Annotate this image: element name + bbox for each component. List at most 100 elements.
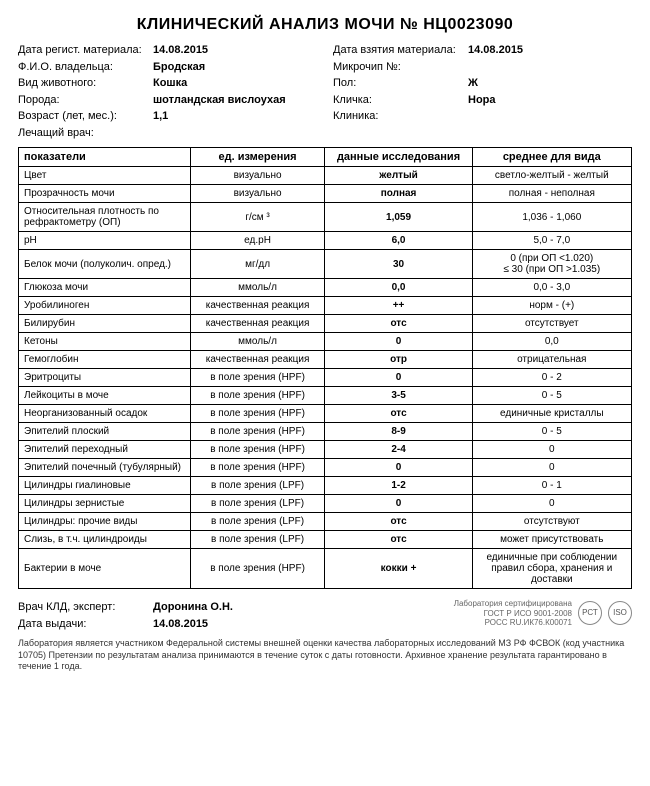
doctor-value: Доронина О.Н. bbox=[153, 599, 233, 616]
meta-row: Ф.И.О. владельца:Бродская bbox=[18, 59, 317, 76]
table-cell: pH bbox=[19, 232, 191, 250]
table-row: Цилиндры гиалиновыев поле зрения (LPF)1-… bbox=[19, 477, 632, 495]
table-cell: визуально bbox=[190, 185, 325, 203]
cert-block: Лаборатория сертифицирована ГОСТ Р ИСО 9… bbox=[454, 599, 632, 628]
table-cell: 2-4 bbox=[325, 441, 472, 459]
table-cell: Эритроциты bbox=[19, 369, 191, 387]
table-header: ед. измерения bbox=[190, 148, 325, 167]
table-cell: Бактерии в моче bbox=[19, 549, 191, 589]
table-cell: 0 - 1 bbox=[472, 477, 631, 495]
table-cell: в поле зрения (HPF) bbox=[190, 549, 325, 589]
table-cell: в поле зрения (HPF) bbox=[190, 405, 325, 423]
meta-label: Ф.И.О. владельца: bbox=[18, 59, 153, 76]
cert-line2: ГОСТ Р ИСО 9001-2008 bbox=[454, 609, 572, 619]
table-cell: 0 (при ОП <1.020) ≤ 30 (при ОП >1.035) bbox=[472, 250, 631, 279]
table-cell: 0 bbox=[472, 441, 631, 459]
meta-row: Дата регист. материала:14.08.2015 bbox=[18, 42, 317, 59]
table-row: Относительная плотность по рефрактометру… bbox=[19, 203, 632, 232]
table-cell: 0 bbox=[325, 459, 472, 477]
table-row: Прозрачность мочивизуальнополнаяполная -… bbox=[19, 185, 632, 203]
table-cell: Цилиндры: прочие виды bbox=[19, 513, 191, 531]
meta-label: Пол: bbox=[333, 75, 468, 92]
meta-label: Лечащий врач: bbox=[18, 125, 153, 142]
meta-value: 14.08.2015 bbox=[153, 42, 208, 59]
table-cell: Относительная плотность по рефрактометру… bbox=[19, 203, 191, 232]
meta-row: Дата взятия материала:14.08.2015 bbox=[333, 42, 632, 59]
meta-row: Вид животного:Кошка bbox=[18, 75, 317, 92]
table-cell: 0 - 5 bbox=[472, 423, 631, 441]
table-cell: отсутствует bbox=[472, 315, 631, 333]
table-cell: Лейкоциты в моче bbox=[19, 387, 191, 405]
table-row: pHед.pH6,05,0 - 7,0 bbox=[19, 232, 632, 250]
table-row: Эпителий почечный (тубулярный)в поле зре… bbox=[19, 459, 632, 477]
meta-row: Кличка:Нора bbox=[333, 92, 632, 109]
meta-value: шотландская вислоухая bbox=[153, 92, 286, 109]
table-row: Лейкоциты в мочев поле зрения (HPF)3-50 … bbox=[19, 387, 632, 405]
meta-value: Бродская bbox=[153, 59, 205, 76]
table-cell: 0 bbox=[325, 333, 472, 351]
meta-label: Возраст (лет, мес.): bbox=[18, 108, 153, 125]
table-cell: ед.pH bbox=[190, 232, 325, 250]
table-cell: в поле зрения (LPF) bbox=[190, 531, 325, 549]
cert-line1: Лаборатория сертифицирована bbox=[454, 599, 572, 609]
table-cell: 0 bbox=[325, 369, 472, 387]
table-cell: 0,0 bbox=[325, 279, 472, 297]
issue-date-value: 14.08.2015 bbox=[153, 616, 208, 633]
table-cell: 1-2 bbox=[325, 477, 472, 495]
table-cell: Гемоглобин bbox=[19, 351, 191, 369]
table-cell: единичные при соблюдении правил сбора, х… bbox=[472, 549, 631, 589]
table-row: Неорганизованный осадокв поле зрения (HP… bbox=[19, 405, 632, 423]
table-cell: ммоль/л bbox=[190, 333, 325, 351]
table-cell: Кетоны bbox=[19, 333, 191, 351]
table-cell: отс bbox=[325, 315, 472, 333]
table-row: Глюкоза мочиммоль/л0,00,0 - 3,0 bbox=[19, 279, 632, 297]
table-cell: в поле зрения (LPF) bbox=[190, 513, 325, 531]
table-cell: в поле зрения (HPF) bbox=[190, 387, 325, 405]
meta-label: Вид животного: bbox=[18, 75, 153, 92]
meta-label: Микрочип №: bbox=[333, 59, 468, 76]
table-cell: мг/дл bbox=[190, 250, 325, 279]
table-cell: может присутствовать bbox=[472, 531, 631, 549]
table-cell: Эпителий плоский bbox=[19, 423, 191, 441]
table-cell: 5,0 - 7,0 bbox=[472, 232, 631, 250]
cert-line3: РОСС RU.ИК76.К00071 bbox=[454, 618, 572, 628]
table-cell: норм - (+) bbox=[472, 297, 631, 315]
report-title: КЛИНИЧЕСКИЙ АНАЛИЗ МОЧИ № НЦ0023090 bbox=[18, 16, 632, 34]
meta-row: Порода:шотландская вислоухая bbox=[18, 92, 317, 109]
table-cell: Цилиндры зернистые bbox=[19, 495, 191, 513]
table-row: Слизь, в т.ч. цилиндроидыв поле зрения (… bbox=[19, 531, 632, 549]
table-cell: 0 - 5 bbox=[472, 387, 631, 405]
table-cell: ммоль/л bbox=[190, 279, 325, 297]
table-cell: 1,059 bbox=[325, 203, 472, 232]
table-cell: светло-желтый - желтый bbox=[472, 167, 631, 185]
table-cell: 30 bbox=[325, 250, 472, 279]
table-cell: в поле зрения (LPF) bbox=[190, 477, 325, 495]
table-cell: Билирубин bbox=[19, 315, 191, 333]
footer: Лаборатория сертифицирована ГОСТ Р ИСО 9… bbox=[18, 599, 632, 673]
table-cell: 1,036 - 1,060 bbox=[472, 203, 631, 232]
meta-value: Ж bbox=[468, 75, 478, 92]
table-cell: 0,0 - 3,0 bbox=[472, 279, 631, 297]
meta-value: Нора bbox=[468, 92, 496, 109]
table-cell: визуально bbox=[190, 167, 325, 185]
table-row: Цветвизуальножелтыйсветло-желтый - желты… bbox=[19, 167, 632, 185]
table-row: Кетоныммоль/л00,0 bbox=[19, 333, 632, 351]
table-cell: 8-9 bbox=[325, 423, 472, 441]
table-header: показатели bbox=[19, 148, 191, 167]
table-row: Эпителий переходныйв поле зрения (HPF)2-… bbox=[19, 441, 632, 459]
table-row: Эпителий плоскийв поле зрения (HPF)8-90 … bbox=[19, 423, 632, 441]
table-cell: 3-5 bbox=[325, 387, 472, 405]
table-cell: 0 bbox=[472, 459, 631, 477]
table-cell: Эпителий переходный bbox=[19, 441, 191, 459]
meta-label: Дата регист. материала: bbox=[18, 42, 153, 59]
meta-value: 1,1 bbox=[153, 108, 168, 125]
table-cell: ++ bbox=[325, 297, 472, 315]
table-cell: полная - неполная bbox=[472, 185, 631, 203]
table-cell: 0 bbox=[472, 495, 631, 513]
meta-row: Микрочип №: bbox=[333, 59, 632, 76]
table-cell: желтый bbox=[325, 167, 472, 185]
table-cell: в поле зрения (HPF) bbox=[190, 369, 325, 387]
table-row: Бактерии в мочев поле зрения (HPF)кокки … bbox=[19, 549, 632, 589]
footnote: Лаборатория является участником Федераль… bbox=[18, 638, 632, 673]
table-row: Билирубинкачественная реакцияотсотсутств… bbox=[19, 315, 632, 333]
